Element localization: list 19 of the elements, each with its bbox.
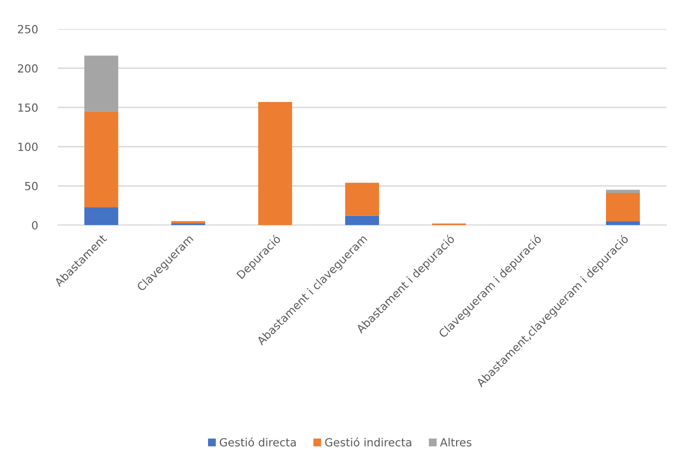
legend-label: Gestió directa <box>220 437 296 446</box>
bar <box>258 102 292 226</box>
y-tick-label: 0 <box>32 221 38 230</box>
legend-label: Gestió indirecta <box>325 437 412 446</box>
y-tick-label: 100 <box>18 142 38 152</box>
bar <box>171 221 206 224</box>
y-tick-label: 50 <box>25 182 38 190</box>
bar <box>606 221 640 226</box>
bar <box>84 111 118 208</box>
bar <box>606 192 640 222</box>
bar <box>345 182 380 216</box>
bar <box>84 56 118 112</box>
y-tick-label: 200 <box>18 64 38 73</box>
bar <box>606 190 640 193</box>
legend-label: Altres <box>440 438 472 446</box>
y-tick-label: 250 <box>18 24 38 34</box>
bar <box>345 216 380 226</box>
y-tick-label: 150 <box>18 103 38 112</box>
bar <box>84 207 118 226</box>
